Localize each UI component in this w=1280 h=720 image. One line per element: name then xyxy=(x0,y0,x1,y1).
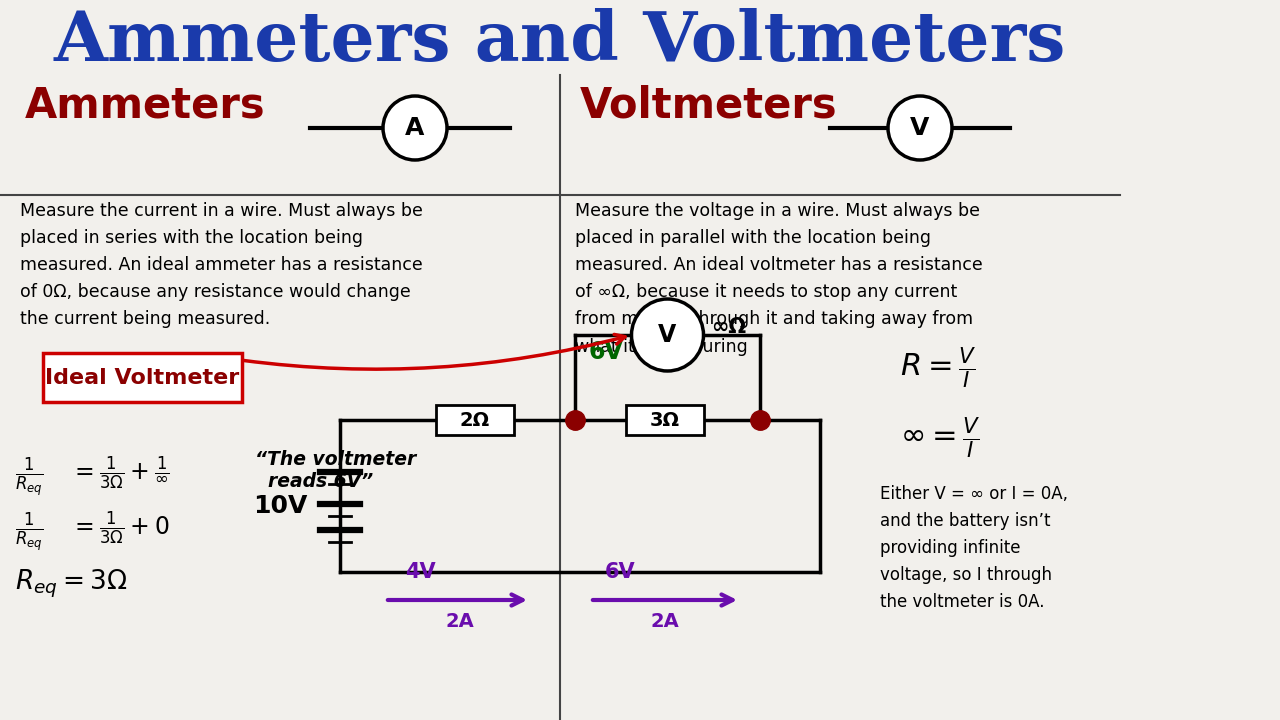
Circle shape xyxy=(631,299,704,371)
Text: V: V xyxy=(658,323,677,347)
Text: Ammeters and Voltmeters: Ammeters and Voltmeters xyxy=(54,8,1066,75)
Text: Measure the current in a wire. Must always be
placed in series with the location: Measure the current in a wire. Must alwa… xyxy=(20,202,422,328)
Text: $= \frac{1}{3\Omega} + \frac{1}{\infty}$: $= \frac{1}{3\Omega} + \frac{1}{\infty}$ xyxy=(70,455,170,492)
Text: 3Ω: 3Ω xyxy=(650,410,680,430)
FancyBboxPatch shape xyxy=(44,353,242,402)
Text: $\frac{1}{R_{eq}}$: $\frac{1}{R_{eq}}$ xyxy=(15,455,44,499)
Bar xyxy=(626,405,704,435)
Text: $R = \frac{V}{I}$: $R = \frac{V}{I}$ xyxy=(900,345,977,390)
Text: “The voltmeter
  reads 6V”: “The voltmeter reads 6V” xyxy=(255,450,416,491)
Text: 10V: 10V xyxy=(253,494,308,518)
Text: $R_{eq} = 3\Omega$: $R_{eq} = 3\Omega$ xyxy=(15,568,128,600)
Text: Ideal Voltmeter: Ideal Voltmeter xyxy=(45,367,239,387)
Text: 2Ω: 2Ω xyxy=(460,410,490,430)
Text: 2A: 2A xyxy=(445,612,475,631)
Text: Measure the voltage in a wire. Must always be
placed in parallel with the locati: Measure the voltage in a wire. Must alwa… xyxy=(575,202,983,356)
Text: 6V: 6V xyxy=(589,340,623,364)
Text: ∞Ω: ∞Ω xyxy=(712,317,746,337)
Text: $\infty = \frac{V}{I}$: $\infty = \frac{V}{I}$ xyxy=(900,415,980,461)
Text: $\frac{1}{R_{eq}}$: $\frac{1}{R_{eq}}$ xyxy=(15,510,44,554)
Text: A: A xyxy=(406,116,425,140)
Text: Voltmeters: Voltmeters xyxy=(580,85,837,127)
Circle shape xyxy=(383,96,447,160)
Bar xyxy=(436,405,515,435)
Text: 6V: 6V xyxy=(604,562,635,582)
Text: Either V = ∞ or I = 0A,
and the battery isn’t
providing infinite
voltage, so I t: Either V = ∞ or I = 0A, and the battery … xyxy=(881,485,1068,611)
Text: 4V: 4V xyxy=(404,562,435,582)
Text: V: V xyxy=(910,116,929,140)
Text: Ammeters: Ammeters xyxy=(26,85,266,127)
Text: 2A: 2A xyxy=(650,612,680,631)
Text: $= \frac{1}{3\Omega} + 0$: $= \frac{1}{3\Omega} + 0$ xyxy=(70,510,169,547)
Circle shape xyxy=(888,96,952,160)
